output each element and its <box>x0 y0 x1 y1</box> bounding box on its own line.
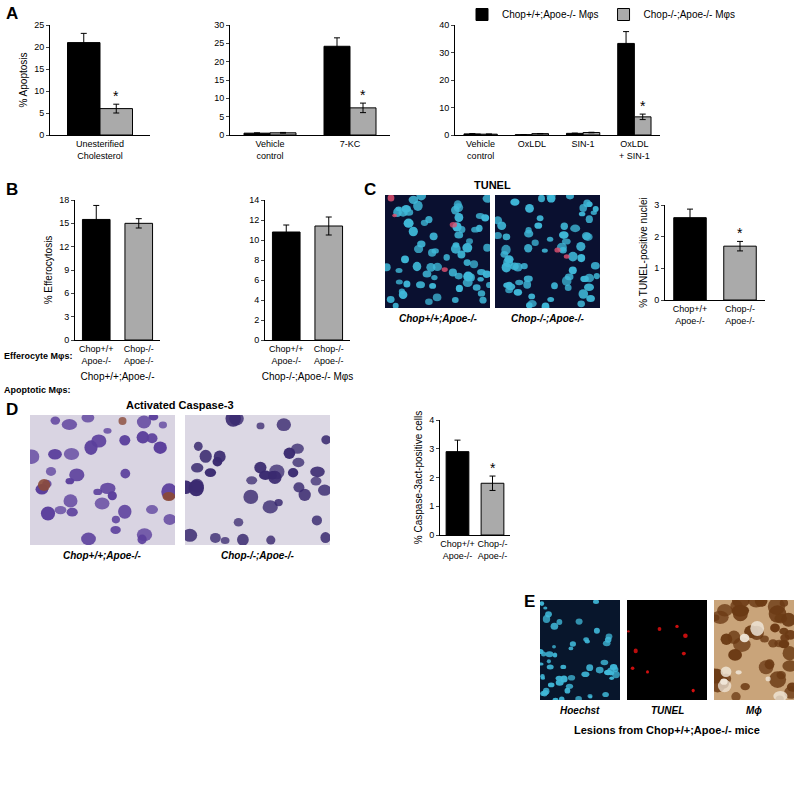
svg-text:OxLDL: OxLDL <box>518 139 546 149</box>
svg-text:*: * <box>640 98 646 114</box>
svg-text:*: * <box>737 225 743 241</box>
svg-text:Apoptotic Mφs:: Apoptotic Mφs: <box>4 385 70 395</box>
svg-text:Chop-/-;Apoe-/-: Chop-/-;Apoe-/- <box>511 313 584 324</box>
svg-text:Efferocyte Mφs:: Efferocyte Mφs: <box>4 351 72 361</box>
svg-text:15: 15 <box>34 64 44 74</box>
svg-text:2: 2 <box>429 473 434 483</box>
svg-text:30: 30 <box>214 20 224 30</box>
svg-text:*: * <box>490 460 496 476</box>
svg-text:Chop-/-Apoe-/-: Chop-/-Apoe-/- <box>725 304 755 326</box>
svg-text:UnesterifiedCholesterol: UnesterifiedCholesterol <box>76 139 124 161</box>
svg-text:Hoechst: Hoechst <box>560 705 600 716</box>
svg-text:D: D <box>6 400 18 419</box>
svg-text:0: 0 <box>39 130 44 140</box>
svg-text:Chop+/+Apoe-/-: Chop+/+Apoe-/- <box>673 304 708 326</box>
svg-text:Lesions from Chop+/+;Apoe-/- m: Lesions from Chop+/+;Apoe-/- mice <box>574 724 760 736</box>
svg-text:Vehiclecontrol: Vehiclecontrol <box>466 139 495 161</box>
svg-text:Mϕ: Mϕ <box>746 705 762 716</box>
svg-text:18: 18 <box>59 195 69 205</box>
svg-text:0: 0 <box>444 130 449 140</box>
svg-text:OxLDL+ SIN-1: OxLDL+ SIN-1 <box>619 139 650 161</box>
svg-text:% Caspase-3act-positive cells: % Caspase-3act-positive cells <box>413 411 424 544</box>
svg-text:Chop+/+;Apoe-/-: Chop+/+;Apoe-/- <box>81 371 155 382</box>
svg-text:10: 10 <box>34 86 44 96</box>
svg-text:Chop-/-;Apoe-/- Mφs: Chop-/-;Apoe-/- Mφs <box>644 9 736 20</box>
svg-text:2: 2 <box>654 232 659 242</box>
svg-text:15: 15 <box>214 75 224 85</box>
svg-text:Chop-/-Apoe-/-: Chop-/-Apoe-/- <box>124 344 154 366</box>
svg-text:10: 10 <box>249 235 259 245</box>
svg-text:% Efferocytosis: % Efferocytosis <box>43 236 54 305</box>
svg-text:Chop-/-;Apoe-/-: Chop-/-;Apoe-/- <box>221 550 294 561</box>
svg-text:3: 3 <box>64 312 69 322</box>
svg-text:6: 6 <box>254 275 259 285</box>
svg-text:1: 1 <box>429 501 434 511</box>
svg-text:9: 9 <box>64 265 69 275</box>
svg-text:B: B <box>6 180 18 199</box>
svg-text:SIN-1: SIN-1 <box>572 139 595 149</box>
svg-text:4: 4 <box>429 415 434 425</box>
svg-text:20: 20 <box>439 75 449 85</box>
svg-text:Chop+/+Apoe-/-: Chop+/+Apoe-/- <box>269 344 304 366</box>
svg-text:Chop+/+Apoe-/-: Chop+/+Apoe-/- <box>79 344 114 366</box>
svg-text:6: 6 <box>64 288 69 298</box>
svg-text:25: 25 <box>214 38 224 48</box>
svg-text:8: 8 <box>254 255 259 265</box>
svg-text:TUNEL: TUNEL <box>474 179 511 191</box>
svg-text:A: A <box>6 4 18 23</box>
svg-text:Chop+/+;Apoe-/-: Chop+/+;Apoe-/- <box>399 313 477 324</box>
svg-text:Activated Caspase-3: Activated Caspase-3 <box>126 399 234 411</box>
svg-text:15: 15 <box>59 218 69 228</box>
svg-text:5: 5 <box>219 112 224 122</box>
svg-text:7-KC: 7-KC <box>340 139 361 149</box>
svg-text:Chop+/+;Apoe-/- Mφs: Chop+/+;Apoe-/- Mφs <box>502 9 599 20</box>
svg-text:Vehiclecontrol: Vehiclecontrol <box>255 139 284 161</box>
svg-text:25: 25 <box>34 20 44 30</box>
svg-text:C: C <box>364 180 376 199</box>
svg-text:*: * <box>113 88 119 104</box>
svg-text:TUNEL: TUNEL <box>651 705 684 716</box>
svg-text:10: 10 <box>214 93 224 103</box>
svg-text:1: 1 <box>654 263 659 273</box>
svg-text:0: 0 <box>254 335 259 345</box>
svg-text:2: 2 <box>254 315 259 325</box>
svg-text:0: 0 <box>429 530 434 540</box>
svg-text:Chop-/-Apoe-/-: Chop-/-Apoe-/- <box>314 344 344 366</box>
svg-text:E: E <box>524 592 535 611</box>
svg-text:Chop-/-;Apoe-/- Mφs: Chop-/-;Apoe-/- Mφs <box>262 371 354 382</box>
svg-text:% Apoptosis: % Apoptosis <box>18 52 29 107</box>
svg-text:0: 0 <box>219 130 224 140</box>
svg-text:3: 3 <box>429 444 434 454</box>
svg-text:10: 10 <box>439 103 449 113</box>
svg-text:0: 0 <box>654 295 659 305</box>
svg-text:0: 0 <box>64 335 69 345</box>
svg-text:Chop+/+;Apoe-/-: Chop+/+;Apoe-/- <box>63 550 141 561</box>
svg-text:30: 30 <box>439 48 449 58</box>
svg-text:20: 20 <box>34 42 44 52</box>
svg-text:40: 40 <box>439 20 449 30</box>
svg-text:12: 12 <box>59 242 69 252</box>
svg-text:14: 14 <box>249 195 259 205</box>
svg-text:4: 4 <box>254 295 259 305</box>
svg-text:% TUNEL-positive nuclei: % TUNEL-positive nuclei <box>638 197 649 307</box>
svg-text:Chop+/+Apoe-/-: Chop+/+Apoe-/- <box>440 539 475 561</box>
svg-text:*: * <box>360 87 366 103</box>
svg-text:5: 5 <box>39 108 44 118</box>
svg-text:12: 12 <box>249 215 259 225</box>
svg-text:20: 20 <box>214 57 224 67</box>
svg-text:Chop-/-Apoe-/-: Chop-/-Apoe-/- <box>477 539 507 561</box>
svg-text:3: 3 <box>654 200 659 210</box>
